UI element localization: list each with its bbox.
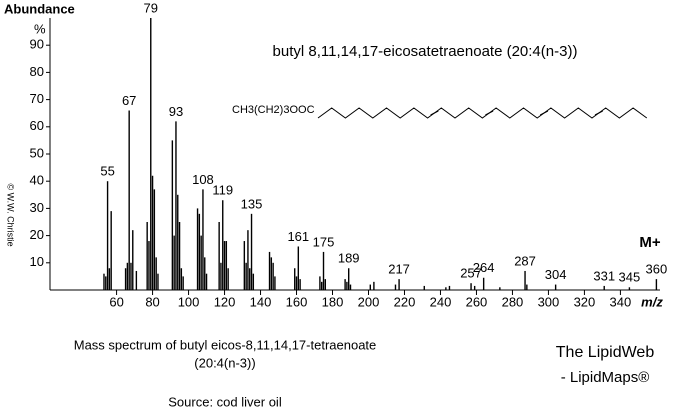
- y-tick-label: 20: [30, 227, 44, 242]
- x-tick-label: 260: [466, 294, 488, 309]
- caption: (20:4(n-3)): [194, 355, 255, 370]
- double-bond: [594, 110, 603, 116]
- x-tick-label: 60: [109, 294, 123, 309]
- chart-title: butyl 8,11,14,17-eicosatetraenoate (20:4…: [273, 43, 578, 60]
- peak-label: 257: [460, 266, 482, 281]
- x-tick-label: 180: [322, 294, 344, 309]
- x-tick-label: 340: [610, 294, 632, 309]
- x-tick-label: 240: [430, 294, 452, 309]
- double-bond: [485, 110, 494, 116]
- peak-label: 304: [545, 267, 567, 282]
- credit: - LipidMaps®: [561, 369, 650, 386]
- peak-label: 108: [192, 172, 214, 187]
- x-tick-label: 140: [250, 294, 272, 309]
- peak-label: 360: [646, 262, 668, 277]
- x-tick-label: 160: [286, 294, 308, 309]
- x-tick-label: 120: [214, 294, 236, 309]
- y-unit: %: [34, 21, 46, 36]
- x-tick-label: 80: [145, 294, 159, 309]
- credit: The LipidWeb: [556, 344, 655, 361]
- y-tick-label: 30: [30, 200, 44, 215]
- peak-label: 135: [241, 196, 263, 211]
- peak-label: 67: [122, 93, 136, 108]
- x-tick-label: 320: [574, 294, 596, 309]
- x-tick-label: 300: [538, 294, 560, 309]
- peak-label: 161: [287, 229, 309, 244]
- y-tick-label: 70: [30, 91, 44, 106]
- peak-label: 345: [619, 270, 641, 285]
- y-tick-label: 80: [30, 64, 44, 79]
- peak-label: 119: [212, 183, 233, 198]
- x-tick-label: 200: [358, 294, 380, 309]
- peak-label: 189: [338, 251, 360, 266]
- peak-label: 287: [514, 253, 536, 268]
- y-tick-label: 90: [30, 37, 44, 52]
- y-tick-label: 10: [30, 254, 44, 269]
- y-tick-label: 60: [30, 118, 44, 133]
- chain: [317, 107, 648, 119]
- y-axis-label: Abundance: [4, 1, 75, 16]
- peak-label: 79: [144, 0, 158, 15]
- formula: CH3(CH2)3OOC: [232, 104, 315, 116]
- peak-label: 331: [593, 268, 615, 283]
- x-tick-label: 280: [502, 294, 524, 309]
- y-tick-label: 50: [30, 145, 44, 160]
- caption: Mass spectrum of butyl eicos-8,11,14,17-…: [74, 337, 377, 352]
- peak-label: 217: [388, 262, 410, 277]
- peak-label: 264: [473, 260, 495, 275]
- peak-label: 93: [169, 104, 183, 119]
- annotation: M+: [639, 234, 660, 251]
- double-bond: [430, 110, 439, 116]
- x-tick-label: 100: [178, 294, 200, 309]
- structure: [317, 107, 648, 119]
- copyright: © W.W. Christie: [6, 183, 16, 246]
- peak-label: 175: [313, 234, 335, 249]
- y-tick-label: 40: [30, 173, 44, 188]
- peak-label: 55: [100, 164, 114, 179]
- x-tick-label: 220: [394, 294, 416, 309]
- double-bond: [539, 110, 549, 116]
- source: Source: cod liver oil: [168, 394, 282, 409]
- x-axis-label: m/z: [641, 294, 663, 309]
